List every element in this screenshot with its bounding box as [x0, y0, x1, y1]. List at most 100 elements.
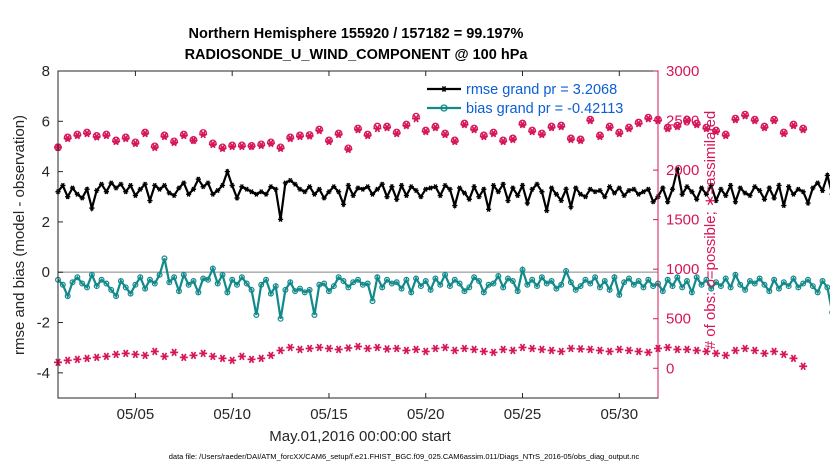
data-point — [721, 131, 730, 140]
data-point — [708, 285, 715, 292]
data-point — [576, 135, 585, 144]
data-point — [537, 345, 546, 354]
data-point — [750, 346, 759, 355]
data-point — [418, 194, 424, 200]
data-point — [644, 114, 653, 123]
data-point — [470, 125, 479, 134]
data-point — [611, 274, 618, 281]
data-point — [742, 286, 749, 293]
data-point — [74, 191, 80, 197]
data-point — [218, 354, 227, 363]
data-point — [615, 128, 624, 137]
data-point — [663, 123, 672, 132]
data-point — [373, 343, 382, 352]
data-point — [112, 137, 121, 146]
data-point — [60, 182, 66, 189]
data-point — [393, 279, 400, 286]
data-point — [490, 182, 497, 189]
data-point — [150, 142, 159, 151]
data-point — [350, 279, 357, 286]
data-point — [567, 279, 574, 286]
data-point — [577, 191, 584, 197]
data-point — [489, 128, 498, 137]
data-point — [582, 276, 589, 283]
data-point — [799, 362, 808, 371]
data-point — [486, 206, 492, 212]
data-point — [452, 202, 458, 209]
data-point — [703, 191, 709, 197]
data-point — [229, 276, 236, 283]
data-point — [475, 278, 482, 285]
data-point — [519, 182, 526, 189]
y-axis-label-left: rmse and bias (model - observation) — [11, 115, 28, 355]
data-point — [334, 129, 343, 138]
data-point — [402, 121, 411, 130]
data-point — [257, 141, 266, 150]
data-point — [324, 344, 333, 353]
data-point — [461, 288, 468, 295]
data-point — [65, 194, 71, 200]
data-point — [779, 129, 788, 138]
data-point — [785, 283, 792, 290]
data-point — [383, 123, 392, 132]
y-tick-label-left: -2 — [37, 315, 50, 332]
data-point — [684, 278, 691, 285]
data-point — [450, 346, 459, 355]
data-point — [219, 271, 226, 278]
data-point — [756, 275, 763, 282]
y-tick-label-left: 2 — [42, 214, 50, 231]
data-point — [702, 123, 711, 132]
data-point — [508, 346, 517, 355]
data-point — [305, 132, 314, 140]
series-3 — [54, 111, 808, 154]
data-point — [354, 124, 362, 133]
data-point — [417, 283, 424, 290]
data-point — [766, 185, 772, 191]
data-point — [500, 284, 507, 291]
data-point — [529, 276, 536, 283]
data-point — [190, 186, 197, 192]
data-point — [679, 191, 685, 197]
data-point — [489, 129, 498, 138]
data-point — [815, 180, 821, 186]
data-point — [441, 343, 450, 352]
data-point — [547, 122, 556, 131]
series-line — [57, 258, 830, 319]
data-point — [350, 192, 356, 199]
data-point — [645, 186, 651, 192]
series-0 — [55, 166, 830, 223]
data-point — [344, 344, 353, 352]
data-point — [689, 189, 695, 195]
data-point — [316, 186, 322, 192]
data-point — [567, 134, 575, 143]
data-point — [379, 181, 385, 187]
data-point — [374, 186, 380, 192]
data-point — [819, 278, 826, 285]
data-point — [760, 349, 769, 358]
data-point — [243, 280, 250, 287]
data-point — [790, 191, 797, 197]
data-point — [336, 189, 342, 195]
data-point — [544, 208, 550, 214]
data-point — [345, 284, 352, 291]
data-point — [800, 189, 806, 195]
data-point — [673, 345, 682, 354]
data-point — [548, 278, 555, 285]
data-point — [616, 291, 623, 298]
data-point — [244, 186, 250, 192]
data-point — [476, 194, 482, 200]
data-point — [263, 276, 270, 283]
data-point — [634, 118, 643, 127]
data-point — [152, 182, 158, 189]
legend-bias-circle-marker-icon — [427, 104, 461, 112]
data-point — [210, 191, 216, 197]
data-point — [398, 285, 405, 292]
data-point — [208, 139, 217, 148]
data-point — [702, 124, 711, 133]
data-point — [408, 184, 414, 190]
data-point — [722, 275, 729, 282]
data-point — [432, 275, 439, 282]
data-point — [727, 182, 734, 189]
data-point — [63, 133, 72, 142]
